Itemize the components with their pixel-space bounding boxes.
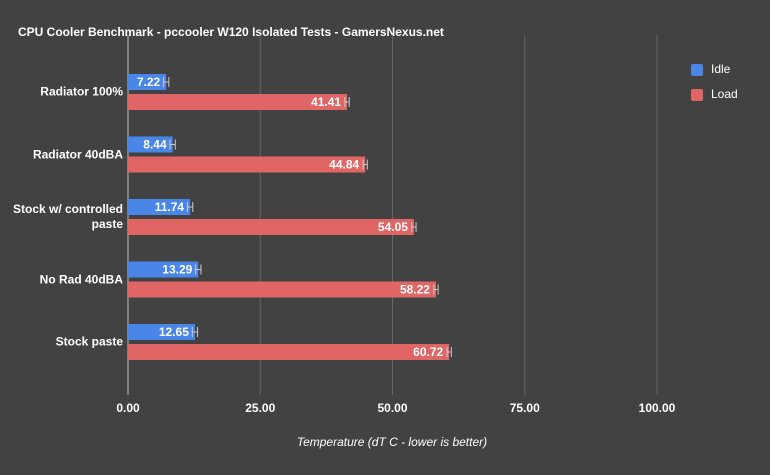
error-bar: [163, 77, 170, 87]
bar: [128, 94, 348, 110]
bar: [128, 136, 173, 153]
bar: [128, 324, 195, 340]
value-label: 44.84: [329, 158, 359, 172]
bar: [128, 261, 199, 278]
value-label: 13.29: [162, 263, 192, 277]
error-bar: [362, 159, 368, 170]
bar: [128, 74, 167, 90]
legend-label: Idle: [711, 62, 731, 76]
y-tick-label: Stock w/ controlled paste: [12, 202, 123, 231]
value-label: 7.22: [137, 75, 161, 89]
y-tick-label: Radiator 40dBA: [32, 147, 123, 161]
x-tick-label: 75.00: [510, 401, 540, 415]
value-label: 8.44: [143, 138, 167, 152]
error-bar: [169, 139, 176, 150]
legend-swatch: [691, 89, 703, 101]
x-tick-label: 25.00: [245, 401, 275, 415]
y-tick-label: Stock paste: [55, 334, 123, 349]
x-tick-label: 100.00: [639, 401, 676, 415]
error-bar: [186, 202, 194, 212]
error-bar: [411, 222, 417, 232]
x-tick-label: 0.00: [116, 401, 140, 415]
x-axis-label: Temperature (dT C - lower is better): [297, 435, 487, 449]
value-label: 12.65: [159, 325, 189, 339]
value-label: 11.74: [155, 200, 185, 214]
error-bar: [195, 264, 202, 275]
error-bar: [446, 347, 452, 357]
bar: [128, 156, 366, 173]
value-label: 41.41: [311, 95, 341, 109]
legend-swatch: [691, 64, 703, 76]
legend-label: Load: [711, 87, 738, 101]
y-tick-label: No Rad 40dBA: [39, 272, 123, 286]
chart-title: CPU Cooler Benchmark - pccooler W120 Iso…: [18, 25, 444, 39]
bar: [128, 199, 191, 215]
y-tick-label: Radiator 100%: [40, 84, 123, 99]
error-bar: [191, 327, 199, 337]
value-label: 58.22: [400, 283, 430, 297]
x-tick-label: 50.00: [377, 401, 407, 415]
value-label: 60.72: [413, 345, 443, 359]
bar: [128, 219, 414, 235]
value-label: 54.05: [378, 220, 408, 234]
error-bar: [344, 97, 350, 107]
error-bar: [433, 284, 439, 295]
bar: [128, 344, 450, 360]
bar: [128, 281, 436, 298]
